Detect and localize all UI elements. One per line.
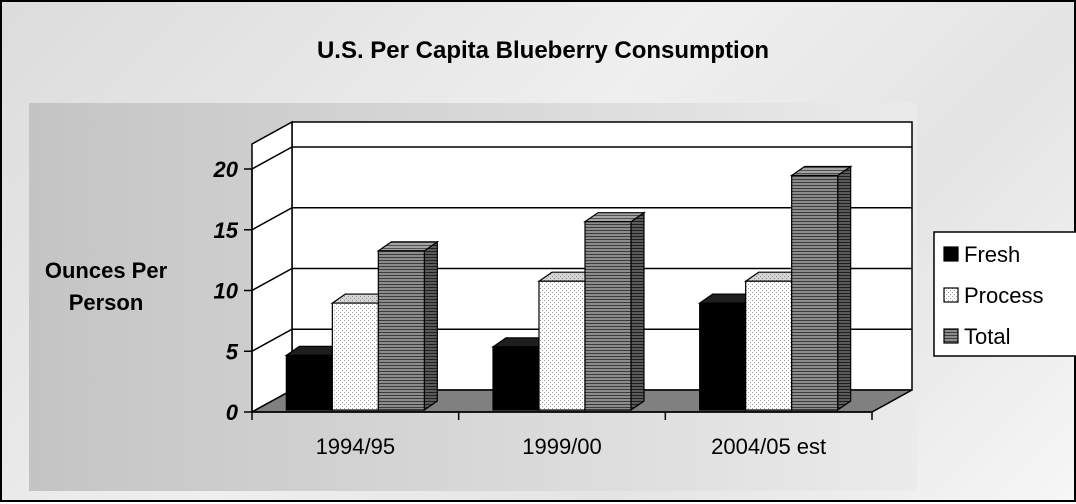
legend-label-fresh: Fresh bbox=[964, 242, 1020, 267]
y-tick-label: 5 bbox=[226, 339, 239, 364]
x-tick-label: 1994/95 bbox=[316, 434, 396, 459]
bar-process bbox=[331, 302, 379, 411]
y-tick-label: 15 bbox=[214, 218, 239, 243]
y-axis-label: Ounces Per Person bbox=[45, 258, 168, 315]
x-tick-label: 2004/05 est bbox=[711, 434, 826, 459]
legend-swatch-process bbox=[943, 287, 959, 303]
bar-total bbox=[377, 250, 425, 411]
gridline bbox=[251, 146, 912, 170]
gridline bbox=[251, 267, 912, 292]
legend-swatch-total bbox=[943, 328, 959, 344]
y-axis-label-line: Person bbox=[69, 290, 144, 315]
bar-process bbox=[538, 280, 586, 411]
legend-label-process: Process bbox=[964, 283, 1043, 308]
legend-swatch-fresh bbox=[943, 246, 959, 262]
axes-group: 0 5 10 15 20 1994/95 1999/00 2004/05 est bbox=[213, 157, 873, 459]
bar-side bbox=[630, 211, 645, 412]
y-tick-label: 0 bbox=[226, 400, 239, 425]
y-tick-label: 10 bbox=[214, 279, 239, 304]
bar-process bbox=[745, 280, 793, 411]
x-tick-label: 1999/00 bbox=[522, 434, 602, 459]
chart-title: U.S. Per Capita Blueberry Consumption bbox=[317, 37, 769, 64]
bar-total bbox=[584, 221, 632, 411]
bar-fresh bbox=[492, 346, 540, 411]
bar-side bbox=[423, 240, 438, 412]
bar-fresh bbox=[699, 302, 747, 411]
bars-group bbox=[284, 165, 853, 412]
gridline bbox=[251, 207, 912, 231]
legend: Fresh Process Total bbox=[933, 231, 1076, 357]
bar-side bbox=[837, 165, 852, 412]
y-axis-label-line: Ounces Per bbox=[45, 258, 168, 283]
bar-total bbox=[791, 174, 839, 411]
bar-fresh bbox=[285, 354, 333, 411]
y-tick-label: 20 bbox=[213, 157, 239, 182]
legend-label-total: Total bbox=[964, 324, 1010, 349]
